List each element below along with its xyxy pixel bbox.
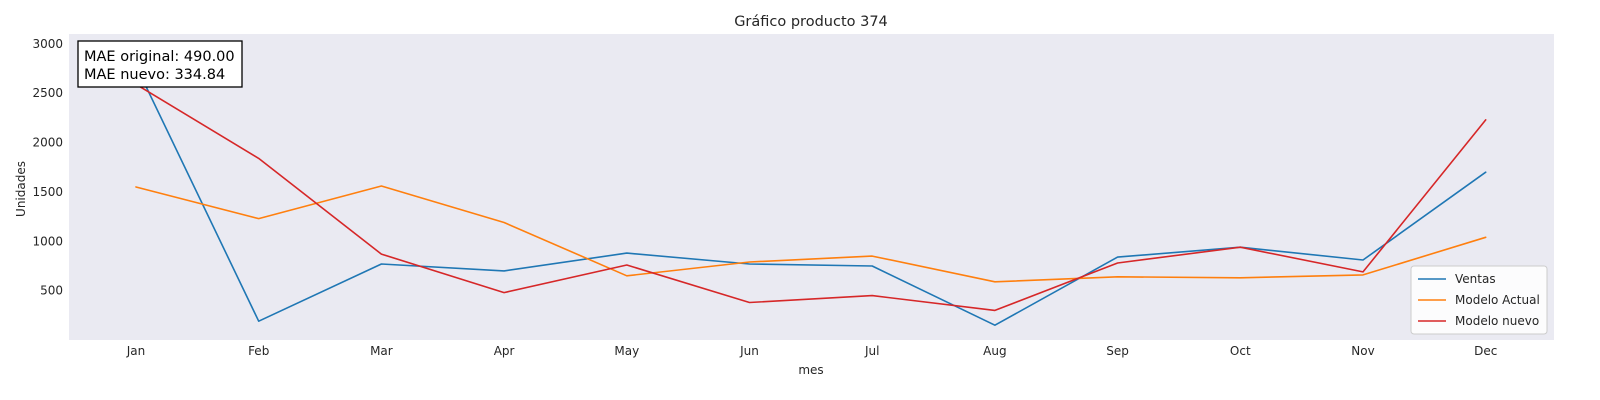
series-lines <box>135 64 1487 327</box>
x-axis-label: mes <box>798 363 823 377</box>
x-tick-feb: Feb <box>248 344 269 358</box>
series-line-modelo-actual <box>135 185 1487 283</box>
legend-label-modelo-actual: Modelo Actual <box>1455 293 1540 307</box>
y-tick-2500: 2500 <box>32 86 63 100</box>
x-tick-nov: Nov <box>1351 344 1374 358</box>
series-line-modelo-nuevo <box>135 83 1487 312</box>
annotation-line-original: MAE original: 490.00 <box>84 49 235 65</box>
x-tick-aug: Aug <box>983 344 1006 358</box>
x-tick-dec: Dec <box>1474 344 1497 358</box>
x-tick-jan: Jan <box>126 344 146 358</box>
series-line-ventas <box>135 64 1487 327</box>
chart-title: Gráfico producto 374 <box>734 14 888 30</box>
y-axis-label: Unidades <box>14 161 28 217</box>
x-tick-labels: Jan Feb Mar Apr May Jun Jul Aug Sep Oct Nov Dec <box>126 344 1498 358</box>
y-tick-500: 500 <box>40 284 63 298</box>
x-tick-may: May <box>614 344 639 358</box>
x-tick-oct: Oct <box>1230 344 1251 358</box>
legend-label-ventas: Ventas <box>1455 272 1496 286</box>
x-tick-sep: Sep <box>1106 344 1129 358</box>
x-tick-jul: Jul <box>864 344 879 358</box>
y-tick-1000: 1000 <box>32 234 63 248</box>
x-tick-apr: Apr <box>494 344 515 358</box>
y-tick-1500: 1500 <box>32 185 63 199</box>
legend-frame <box>1410 265 1548 335</box>
annotation-line-nuevo: MAE nuevo: 334.84 <box>84 67 225 83</box>
y-tick-labels: 500 1000 1500 2000 2500 3000 <box>32 37 63 298</box>
x-tick-jun: Jun <box>739 344 759 358</box>
mae-annotation-box: MAE original: 490.00 MAE nuevo: 334.84 <box>77 40 243 88</box>
plot-area-background <box>69 34 1554 340</box>
x-tick-mar: Mar <box>370 344 393 358</box>
legend-label-modelo-nuevo: Modelo nuevo <box>1455 314 1539 328</box>
annotation-frame <box>77 40 243 88</box>
y-tick-3000: 3000 <box>32 37 63 51</box>
legend: Ventas Modelo Actual Modelo nuevo <box>1410 265 1548 335</box>
y-tick-2000: 2000 <box>32 136 63 150</box>
